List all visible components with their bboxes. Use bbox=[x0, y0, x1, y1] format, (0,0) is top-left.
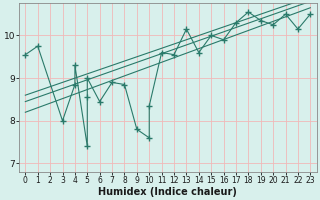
X-axis label: Humidex (Indice chaleur): Humidex (Indice chaleur) bbox=[98, 187, 237, 197]
